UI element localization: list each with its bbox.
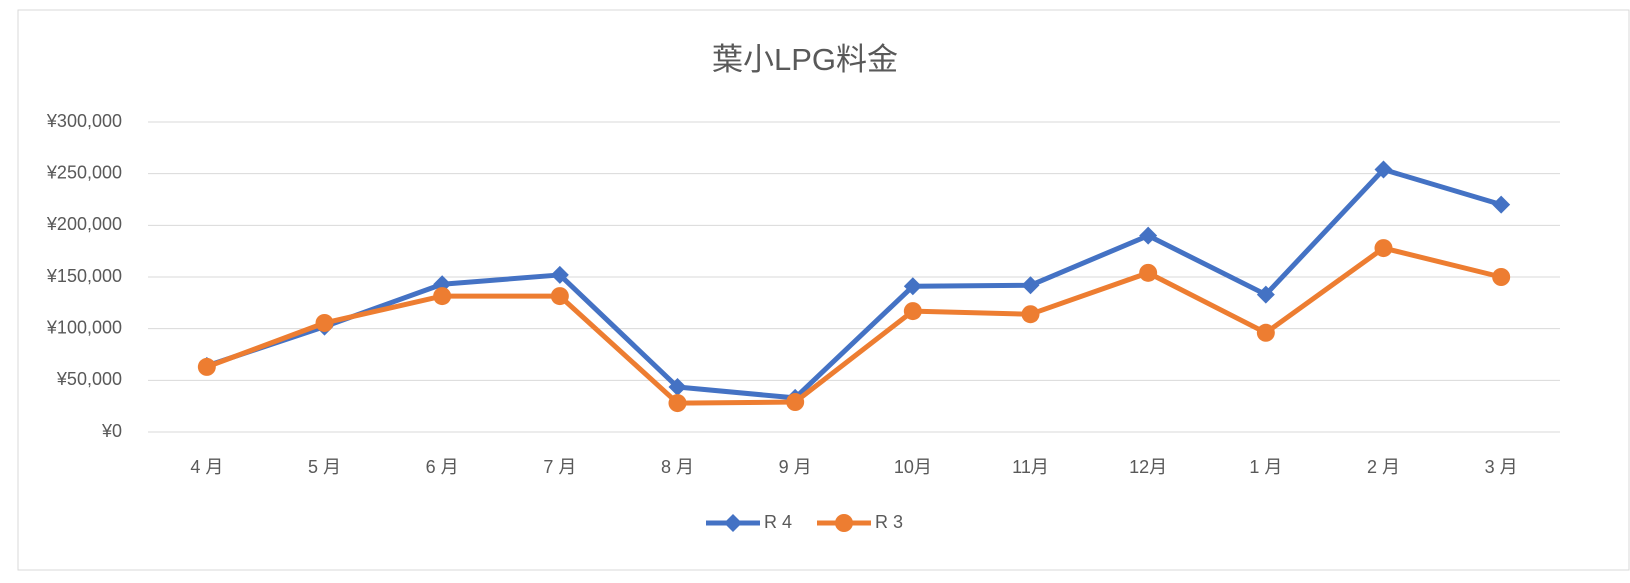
- x-tick-label: 11月: [1012, 457, 1049, 477]
- x-tick-label: 2 月: [1367, 457, 1400, 477]
- y-tick-label: ¥200,000: [46, 214, 122, 234]
- marker: [1492, 195, 1511, 214]
- y-tick-label: ¥300,000: [46, 111, 122, 131]
- x-tick-label: 3 月: [1485, 457, 1518, 477]
- marker: [1256, 323, 1275, 342]
- x-tick-label: 6 月: [426, 457, 459, 477]
- series-line: [205, 245, 1502, 406]
- x-tick-label: 1 月: [1249, 457, 1282, 477]
- marker: [550, 287, 569, 306]
- y-tick-label: ¥0: [101, 421, 122, 441]
- x-tick-label: 7 月: [543, 457, 576, 477]
- x-tick-label: 8 月: [661, 457, 694, 477]
- marker: [903, 277, 922, 296]
- marker: [315, 313, 334, 332]
- x-tick-label: 9 月: [779, 457, 812, 477]
- y-tick-label: ¥250,000: [46, 162, 122, 182]
- y-tick-label: ¥100,000: [46, 317, 122, 337]
- y-tick-label: ¥50,000: [56, 369, 122, 389]
- marker: [903, 302, 922, 321]
- marker: [1492, 268, 1511, 286]
- marker: [1139, 226, 1158, 245]
- x-tick-label: 12月: [1129, 457, 1167, 477]
- marker: [197, 357, 216, 376]
- marker: [835, 514, 853, 532]
- marker: [1139, 263, 1158, 282]
- chart-title: 葉小LPG料金: [712, 42, 898, 77]
- marker: [1256, 285, 1275, 304]
- x-tick-label: 4 月: [190, 457, 223, 477]
- x-tick-label: 10月: [894, 457, 932, 477]
- legend-label: R 4: [764, 512, 792, 532]
- x-tick-label: 5 月: [308, 457, 341, 477]
- chart-border: [17, 9, 1630, 571]
- marker: [1021, 305, 1040, 324]
- marker: [668, 394, 687, 413]
- series-line: [206, 167, 1502, 401]
- marker: [724, 514, 742, 532]
- legend-label: R 3: [875, 512, 903, 532]
- marker: [433, 287, 452, 306]
- marker: [550, 265, 569, 284]
- marker: [786, 393, 805, 412]
- marker: [1374, 239, 1393, 258]
- marker: [1374, 160, 1393, 179]
- marker: [668, 378, 687, 397]
- y-tick-label: ¥150,000: [46, 266, 122, 286]
- marker: [1021, 276, 1040, 295]
